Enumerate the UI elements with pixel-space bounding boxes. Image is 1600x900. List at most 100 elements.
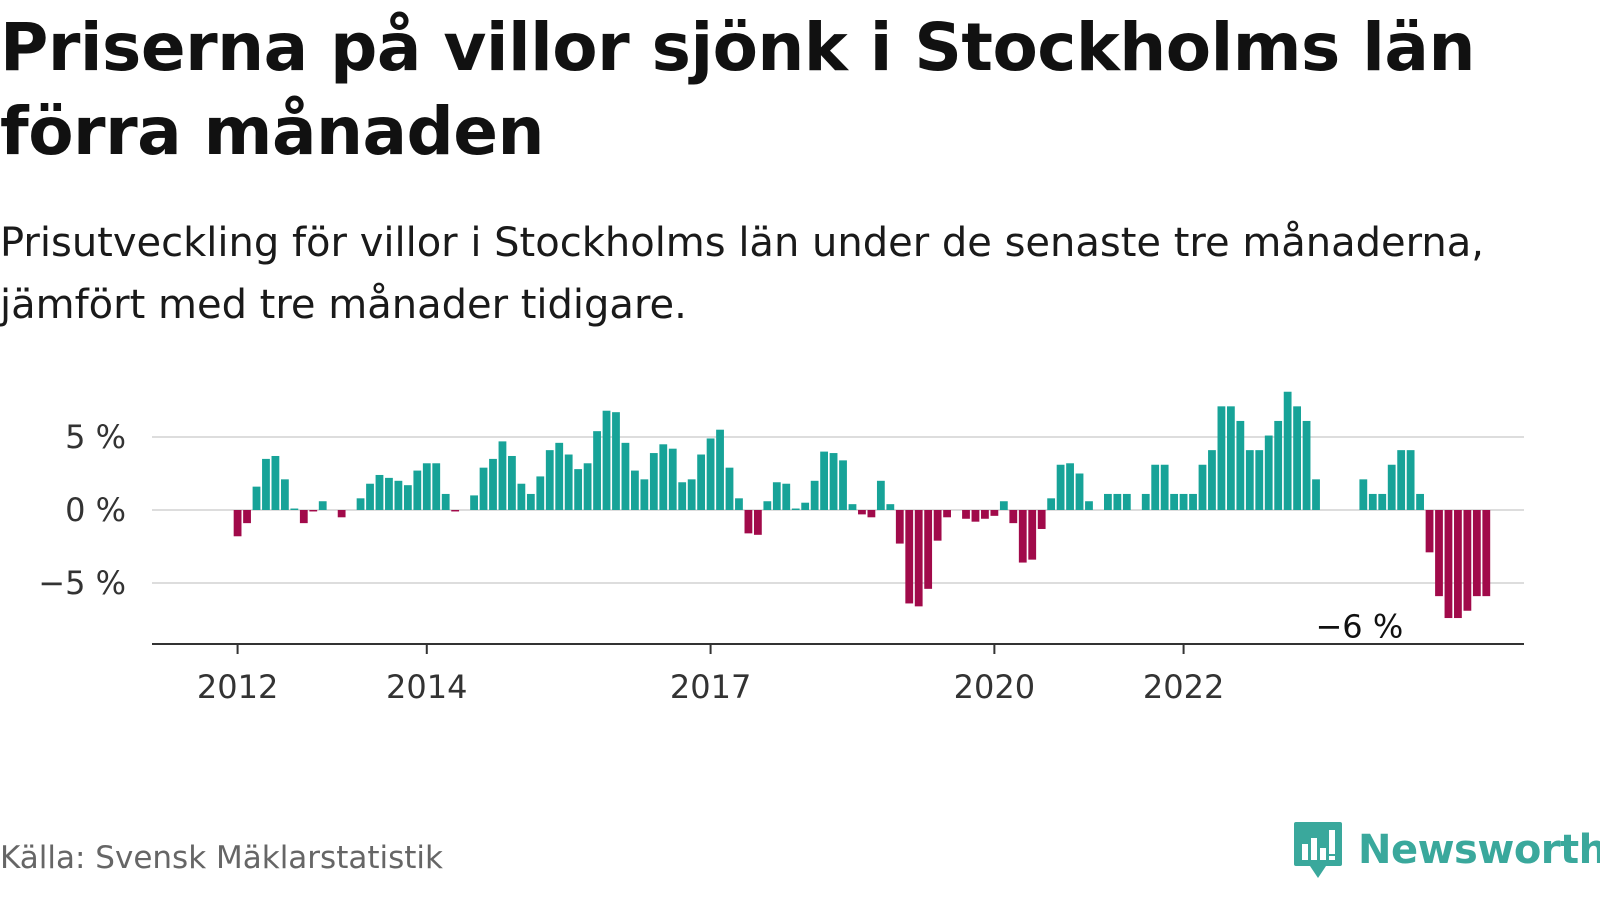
bar	[924, 510, 933, 589]
bar	[1104, 493, 1112, 510]
bar	[659, 444, 668, 510]
brand-logo[interactable]: Newsworthy	[1292, 818, 1600, 882]
bar	[356, 498, 365, 510]
x-tick-label: 2014	[386, 668, 467, 706]
bar	[1056, 464, 1065, 510]
bar	[1198, 464, 1207, 510]
axes	[152, 643, 1524, 654]
bar	[451, 510, 460, 512]
bar	[612, 412, 620, 510]
bar	[981, 510, 989, 519]
bar	[886, 504, 895, 510]
bar	[1113, 493, 1122, 510]
bar	[1368, 493, 1377, 510]
bar	[1302, 420, 1311, 510]
bar	[744, 510, 753, 534]
bar	[432, 463, 441, 510]
bar	[782, 483, 791, 510]
bars	[233, 391, 1491, 619]
bar	[1435, 510, 1443, 597]
bar	[735, 498, 743, 510]
x-tick-label: 2020	[954, 668, 1035, 706]
bar	[801, 502, 810, 510]
bar	[649, 453, 658, 510]
bar	[252, 486, 261, 510]
bar	[1236, 420, 1245, 510]
bar	[962, 510, 970, 519]
bar	[1189, 493, 1197, 510]
chart-title: Priserna på villor sjönk i Stockholms lä…	[0, 9, 1475, 170]
bar	[1283, 391, 1292, 510]
bar	[858, 510, 866, 515]
bar	[905, 510, 914, 604]
newsworthy-bar-chart-icon	[1294, 822, 1342, 878]
bar	[1170, 493, 1179, 510]
bar	[1397, 450, 1406, 510]
bar	[876, 480, 885, 510]
bar-chart: 5 % 0 % −5 % 2012 2014 2017 2020 2022 −6 %	[38, 391, 1524, 706]
bar	[1009, 510, 1018, 524]
bar	[678, 482, 687, 510]
bar	[990, 510, 999, 516]
labels: 5 % 0 % −5 % 2012 2014 2017 2020 2022 −6 %	[38, 418, 1406, 706]
bar	[668, 448, 677, 510]
x-tick-label: 2012	[197, 668, 278, 706]
bar	[1037, 510, 1046, 529]
bar	[895, 510, 904, 544]
bar	[621, 442, 630, 510]
bar	[631, 470, 639, 510]
bar	[1472, 510, 1481, 597]
bar	[839, 460, 847, 510]
bar	[1160, 464, 1169, 510]
bar	[753, 510, 762, 535]
bar	[1255, 450, 1264, 510]
bar	[1085, 501, 1093, 510]
bar	[508, 455, 516, 510]
bar	[1416, 493, 1424, 510]
source-note: Källa: Svensk Mäklarstatistik	[0, 840, 443, 876]
bar	[299, 510, 308, 524]
bar	[1463, 510, 1472, 611]
x-tick-label: 2022	[1143, 668, 1224, 706]
bar	[999, 501, 1008, 510]
bar	[1359, 479, 1368, 510]
bar	[593, 431, 601, 510]
bar	[517, 483, 526, 510]
brand-name: Newsworthy	[1358, 827, 1600, 873]
chart-subtitle: Prisutveckling för villor i Stockholms l…	[0, 220, 1484, 328]
bar	[943, 510, 951, 518]
bar	[1264, 435, 1273, 510]
bar	[526, 493, 535, 510]
bar	[309, 510, 318, 512]
bar	[583, 463, 592, 510]
bar	[687, 479, 696, 510]
bar	[413, 470, 422, 510]
bar	[1141, 493, 1150, 510]
bar	[867, 510, 876, 518]
bar	[1425, 510, 1434, 553]
bar	[791, 508, 800, 510]
bar	[262, 458, 270, 510]
bar	[820, 451, 828, 510]
bar	[1047, 498, 1056, 510]
bar	[375, 474, 384, 510]
bar	[280, 479, 289, 510]
bar	[1217, 406, 1226, 510]
bar	[337, 510, 346, 518]
bar	[1245, 450, 1254, 510]
x-tick-label: 2017	[670, 668, 751, 706]
bar	[394, 480, 403, 510]
bar	[489, 458, 497, 510]
bar	[1293, 406, 1301, 510]
bar	[318, 501, 327, 510]
bar	[1406, 450, 1415, 510]
bar	[1075, 473, 1084, 510]
bar	[763, 501, 772, 510]
y-tick-label: 0 %	[65, 491, 126, 529]
bar	[233, 510, 242, 537]
bar	[933, 510, 942, 541]
bar	[1378, 493, 1387, 510]
bar	[545, 450, 554, 510]
bar	[1444, 510, 1453, 619]
y-tick-label: 5 %	[65, 418, 126, 456]
